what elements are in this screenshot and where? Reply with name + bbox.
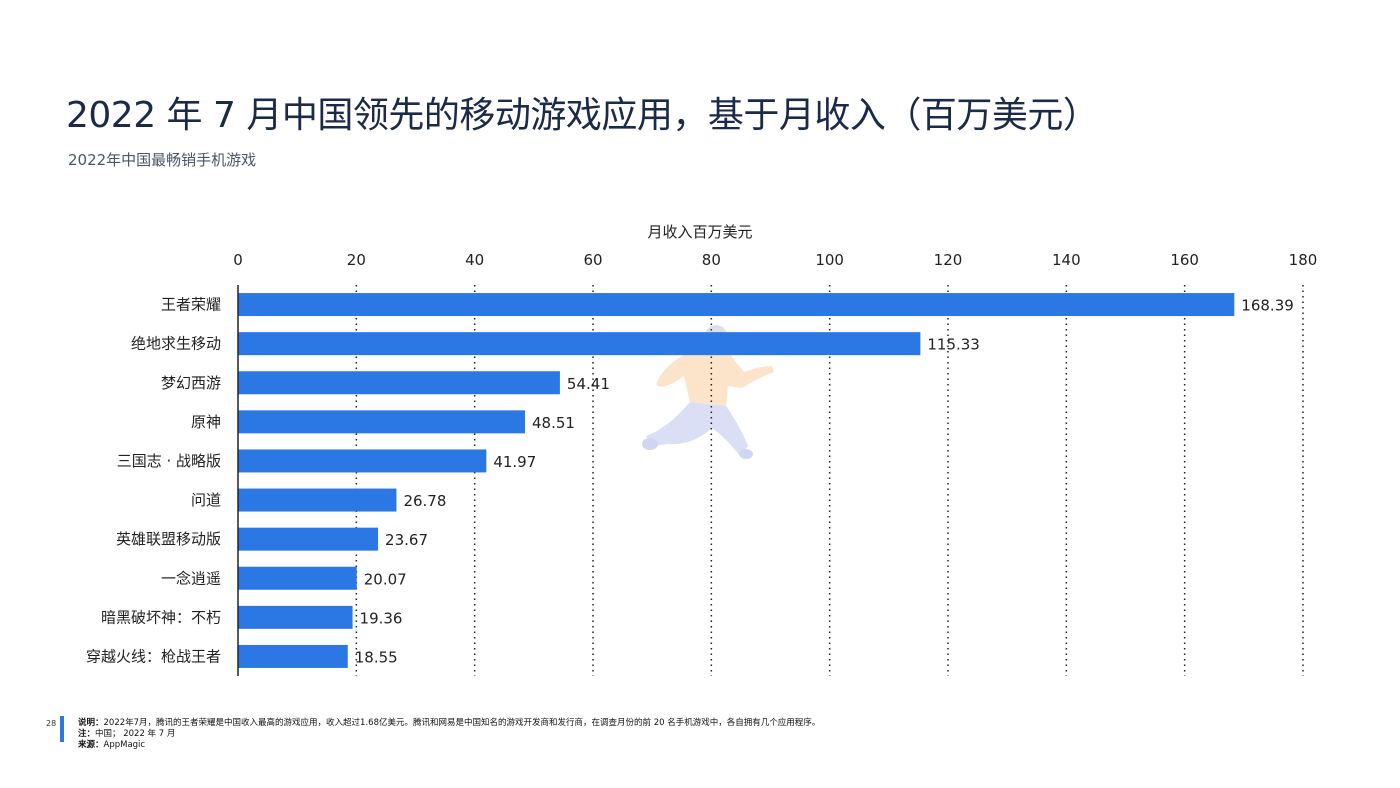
page-number: 28 [46, 719, 57, 728]
footnote-source: 来源：AppMagic [78, 740, 820, 751]
x-tick-label: 140 [1052, 251, 1081, 269]
value-label: 48.51 [532, 414, 575, 432]
bar [238, 410, 526, 434]
bar [238, 605, 353, 629]
bar [238, 488, 397, 512]
runner-watermark-icon [642, 325, 774, 459]
category-label: 暗黑破坏神：不朽 [101, 608, 221, 626]
x-tick-label: 40 [465, 251, 484, 269]
bar [238, 293, 1235, 317]
x-tick-label: 0 [233, 251, 243, 269]
bar [238, 644, 348, 668]
value-label: 20.07 [364, 570, 407, 588]
x-tick-label: 180 [1289, 251, 1318, 269]
bar-chart: 月收入百万美元 0 20 40 60 80 100 120 140 160 180 王者荣耀绝地求… [86, 223, 1318, 676]
footer-accent-bar [60, 716, 64, 742]
bar [238, 332, 921, 356]
page-subtitle: 2022年中国最畅销手机游戏 [68, 151, 257, 169]
note-label: 说明： [78, 718, 104, 728]
category-label: 英雄联盟移动版 [116, 530, 221, 548]
bar [238, 527, 379, 551]
bar [238, 566, 357, 590]
category-label: 问道 [191, 491, 221, 509]
page-title: 2022 年 7 月中国领先的移动游戏应用，基于月收入（百万美元） [66, 95, 1099, 136]
category-label: 原神 [191, 413, 221, 431]
source-label: 来源： [78, 740, 104, 750]
value-label: 23.67 [385, 531, 428, 549]
x-tick-label: 60 [583, 251, 602, 269]
category-label: 绝地求生移动 [131, 335, 221, 353]
value-label: 18.55 [355, 648, 398, 666]
footnote-note: 说明：2022年7月，腾讯的王者荣耀是中国收入最高的游戏应用，收入超过1.68亿… [78, 718, 820, 729]
x-tick-label: 80 [702, 251, 721, 269]
value-label: 41.97 [493, 453, 536, 471]
footnotes: 说明：2022年7月，腾讯的王者荣耀是中国收入最高的游戏应用，收入超过1.68亿… [78, 718, 820, 751]
value-label: 168.39 [1241, 297, 1294, 315]
value-label: 19.36 [360, 609, 403, 627]
remark-label: 注： [78, 729, 96, 739]
value-label: 54.41 [567, 375, 610, 393]
value-label: 115.33 [927, 336, 980, 354]
remark-text: 中国； 2022 年 7 月 [95, 729, 176, 739]
category-label: 王者荣耀 [161, 296, 221, 314]
bar [238, 371, 560, 395]
x-axis-title: 月收入百万美元 [647, 223, 752, 241]
x-tick-label: 160 [1170, 251, 1199, 269]
category-label: 一念逍遥 [161, 569, 221, 587]
x-tick-label: 20 [347, 251, 366, 269]
x-tick-label: 100 [815, 251, 844, 269]
category-label: 三国志 · 战略版 [117, 452, 221, 470]
value-label: 26.78 [403, 492, 446, 510]
bar [238, 449, 487, 473]
footnote-remark: 注：中国； 2022 年 7 月 [78, 729, 820, 740]
note-text: 2022年7月，腾讯的王者荣耀是中国收入最高的游戏应用，收入超过1.68亿美元。… [103, 718, 821, 728]
x-tick-label: 120 [934, 251, 963, 269]
source-text: AppMagic [103, 740, 146, 750]
category-label: 梦幻西游 [161, 374, 221, 392]
category-label: 穿越火线：枪战王者 [86, 647, 221, 665]
